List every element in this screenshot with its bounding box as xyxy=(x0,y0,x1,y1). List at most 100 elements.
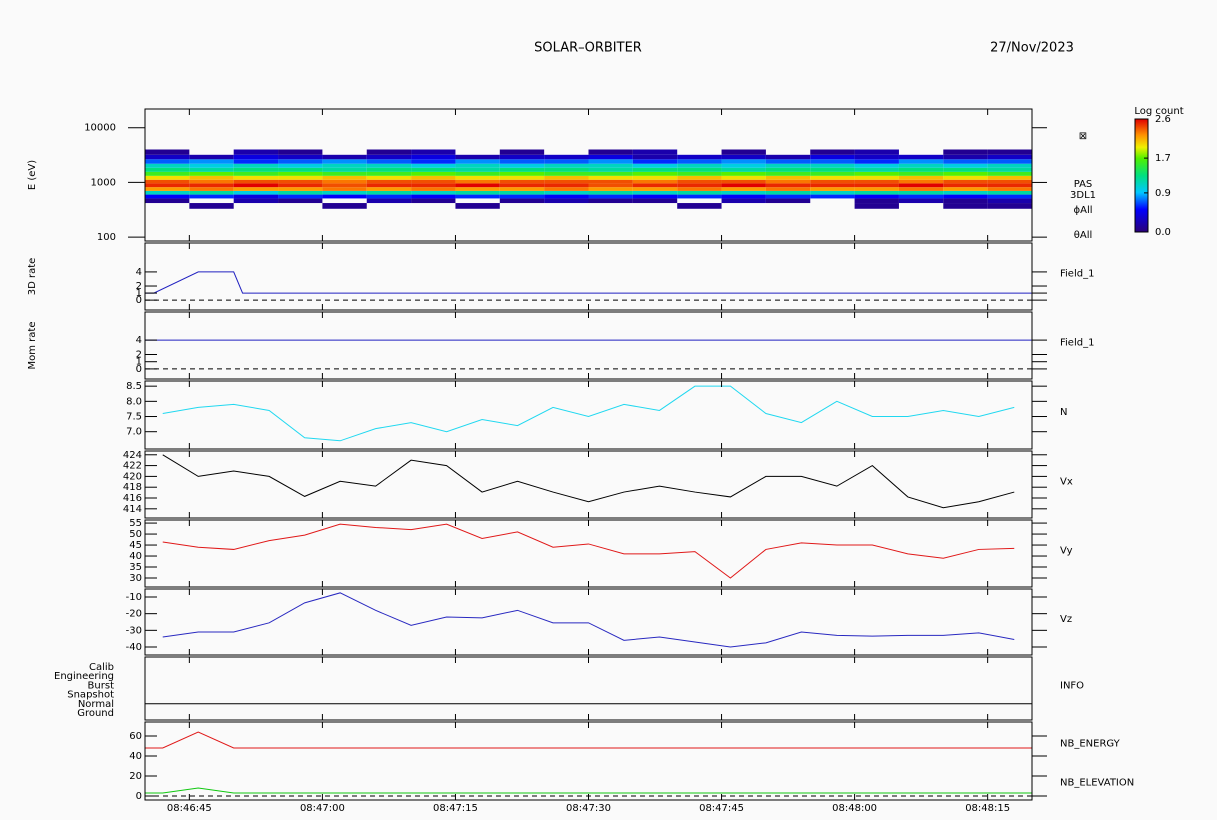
panel-background xyxy=(145,657,1032,720)
instrument-label: ϕAll xyxy=(1074,205,1093,216)
heatmap-cell xyxy=(322,163,367,168)
instrument-label: PAS xyxy=(1074,179,1093,190)
legend-label: NB_ENERGY xyxy=(1060,739,1121,750)
data-line xyxy=(145,787,1032,794)
colorbar xyxy=(1134,118,1149,233)
heatmap-cell xyxy=(544,183,589,188)
heatmap-cell xyxy=(278,198,323,204)
heatmap-cell xyxy=(189,187,234,191)
heatmap-cell xyxy=(366,175,412,180)
status-level-label: Calib xyxy=(89,662,114,673)
heatmap-cell xyxy=(677,179,722,184)
heatmap-cell xyxy=(544,187,589,191)
heatmap-cell xyxy=(588,198,633,204)
heatmap-cell xyxy=(632,171,678,176)
heatmap-cell xyxy=(810,187,855,191)
heatmap-cell xyxy=(854,183,899,188)
heatmap-cell xyxy=(145,159,190,164)
heatmap-cell xyxy=(499,175,545,180)
heatmap-cell xyxy=(366,190,412,195)
y-axis-title: 3D rate xyxy=(27,258,38,296)
heatmap-cell xyxy=(145,179,190,184)
y-tick-label: 100 xyxy=(97,232,116,243)
heatmap-cell xyxy=(366,198,412,204)
heatmap-cell xyxy=(189,194,234,199)
heatmap-cell xyxy=(898,190,944,195)
heatmap-cell xyxy=(544,194,589,199)
heatmap-cell xyxy=(854,187,899,191)
status-level-label: Burst xyxy=(88,680,115,691)
heatmap-cell xyxy=(411,171,456,176)
legend-label: Field_1 xyxy=(1060,269,1094,280)
heatmap-cell xyxy=(322,171,367,176)
heatmap-cell xyxy=(987,179,1032,184)
heatmap-cell xyxy=(810,175,855,180)
heatmap-cell xyxy=(854,179,899,184)
x-tick-label: 08:47:45 xyxy=(699,803,744,814)
heatmap-cell xyxy=(898,179,944,184)
y-tick-label: 4 xyxy=(136,335,142,346)
y-tick-label: -40 xyxy=(126,642,142,653)
heatmap-cell xyxy=(677,171,722,176)
heatmap-cell xyxy=(499,171,545,176)
heatmap-cell xyxy=(677,187,722,191)
heatmap-cell xyxy=(588,163,633,168)
date: 27/Nov/2023 xyxy=(990,41,1074,56)
panel-background xyxy=(145,312,1032,379)
heatmap-cell xyxy=(455,167,500,172)
heatmap-cell xyxy=(411,190,456,195)
legend-label: Vy xyxy=(1060,546,1073,557)
heatmap-cell xyxy=(677,183,722,188)
heatmap-cell xyxy=(632,163,678,168)
heatmap-cell xyxy=(721,183,766,188)
heatmap-cell xyxy=(189,183,234,188)
heatmap-cell xyxy=(765,171,811,176)
heatmap-cell xyxy=(366,167,412,172)
legend-label: NB_ELEVATION xyxy=(1060,778,1134,789)
heatmap-cell xyxy=(455,171,500,176)
panel-background xyxy=(145,451,1032,518)
heatmap-cell xyxy=(721,179,766,184)
heatmap-cell xyxy=(544,198,589,204)
heatmap-cell xyxy=(544,171,589,176)
x-tick-label: 08:46:45 xyxy=(167,803,212,814)
heatmap-cell xyxy=(189,154,234,160)
heatmap-cell xyxy=(588,194,633,199)
heatmap-cell xyxy=(455,159,500,164)
heatmap-cell xyxy=(854,203,899,209)
x-tick-label: 08:48:15 xyxy=(965,803,1010,814)
heatmap-cell xyxy=(411,194,456,199)
heatmap-cell xyxy=(943,159,988,164)
heatmap-cell xyxy=(366,154,412,160)
heatmap-cell xyxy=(189,190,234,195)
heatmap-cell xyxy=(810,190,855,195)
heatmap-cell xyxy=(943,190,988,195)
y-tick-label: -20 xyxy=(126,609,142,620)
heatmap-cell xyxy=(898,159,944,164)
heatmap-cell xyxy=(987,194,1032,199)
heatmap-cell xyxy=(721,149,766,155)
heatmap-cell xyxy=(765,159,811,164)
heatmap-cell xyxy=(145,198,190,204)
y-axis-title: Mom rate xyxy=(27,322,38,370)
y-tick-label: 50 xyxy=(129,529,142,540)
y-axis-title: E (eV) xyxy=(27,160,38,190)
heatmap-cell xyxy=(765,163,811,168)
heatmap-cell xyxy=(233,198,279,204)
heatmap-cell xyxy=(588,190,633,195)
heatmap-cell xyxy=(632,175,678,180)
data-line xyxy=(162,385,1015,442)
heatmap-cell xyxy=(278,167,323,172)
heatmap-cell xyxy=(544,179,589,184)
heatmap-cell xyxy=(721,163,766,168)
y-tick-label: 40 xyxy=(129,551,142,562)
heatmap-cell xyxy=(632,194,678,199)
heatmap-cell xyxy=(145,154,190,160)
colorbar-tick-label: 0.0 xyxy=(1155,227,1171,238)
heatmap-cell xyxy=(189,159,234,164)
heatmap-cell xyxy=(987,183,1032,188)
heatmap-cell xyxy=(411,179,456,184)
heatmap-cell xyxy=(943,203,988,209)
heatmap-cell xyxy=(588,183,633,188)
instrument-label: ⊠ xyxy=(1079,131,1087,142)
